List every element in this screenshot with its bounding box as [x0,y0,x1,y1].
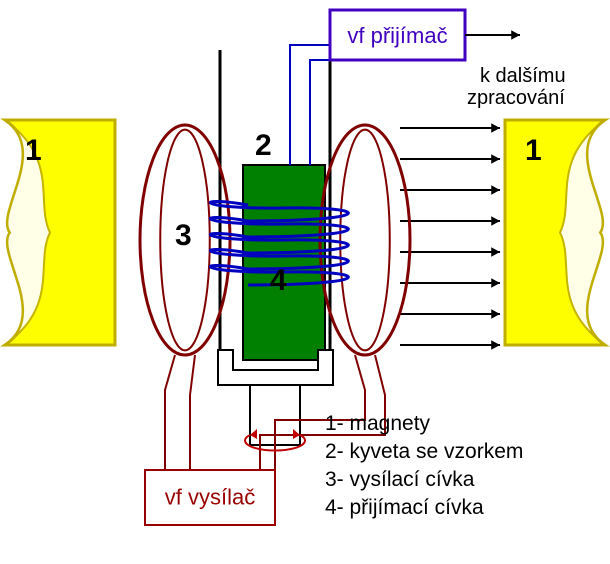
legend-4: 4- přijímací cívka [325,496,484,519]
label-1-right: 1 [525,134,542,167]
legend-3: 3- vysílací cívka [325,468,475,491]
output-arrow [465,30,520,40]
output-text-line2: zpracování [467,87,565,109]
sample-cuvette [243,165,325,360]
label-3: 3 [175,219,192,252]
output-text-line1: k dalšímu [480,65,566,87]
label-2: 2 [255,129,272,162]
legend-1: 1- magnety [325,412,431,435]
receiver-wiring [290,45,330,165]
transmitter-label: vf vysílač [165,485,255,510]
magnetic-field-arrows [400,123,500,350]
legend-2: 2- kyveta se vzorkem [325,440,523,463]
nmr-diagram: vf přijímač k dalšímu zpracování vf vysí… [0,0,610,564]
label-1-left: 1 [25,134,42,167]
label-4: 4 [270,264,287,297]
receiver-label: vf přijímač [347,23,447,48]
